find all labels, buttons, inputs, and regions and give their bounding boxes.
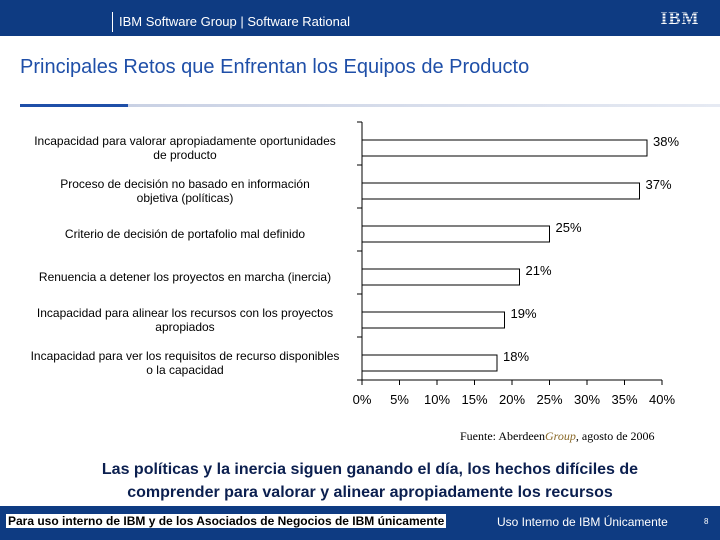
bar-chart: 0% 5% 10% 15% 20% 25% 30% 35% 40% 38% Incapacidad … [31, 121, 679, 407]
category-label: de producto [153, 148, 217, 162]
bar [361, 268, 520, 286]
x-tick-label: 20% [499, 392, 525, 407]
x-tick-label: 25% [536, 392, 562, 407]
bar [361, 225, 550, 243]
bar-value-label: 19% [511, 306, 537, 321]
takeaway-line-1: Las políticas y la inercia siguen ganand… [101, 461, 639, 478]
category-label: Incapacidad para alinear los recursos co… [37, 306, 333, 320]
category-label: apropiados [155, 320, 214, 334]
bar-value-label: 18% [503, 349, 529, 364]
x-tick-label: 5% [390, 392, 409, 407]
takeaway-line-2: comprender para valorar y alinear apropi… [127, 484, 613, 501]
x-tick-label: 40% [649, 392, 675, 407]
category-label: Incapacidad para ver los requisitos de r… [31, 349, 340, 363]
x-tick-label: 0% [353, 392, 372, 407]
category-label: o la capacidad [146, 363, 223, 377]
source-note: Fuente: AberdeenGroup, agosto de 2006 [460, 429, 655, 443]
slide-title: Principales Retos que Enfrentan los Equi… [20, 56, 530, 78]
bar-value-label: 25% [556, 220, 582, 235]
footer-classification: Uso Interno de IBM Únicamente [497, 515, 668, 529]
bar [361, 139, 648, 157]
page-number: 8 [704, 517, 709, 526]
x-tick-label: 15% [461, 392, 487, 407]
bar-value-label: 38% [653, 134, 679, 149]
takeaway-text: Las políticas y la inercia siguen ganand… [40, 458, 700, 504]
category-label: Criterio de decisión de portafolio mal d… [65, 227, 305, 241]
category-label: Incapacidad para valorar apropiadamente … [34, 134, 336, 148]
x-tick-label: 30% [574, 392, 600, 407]
svg-text:IBM: IBM [661, 8, 700, 28]
bar-value-label: 37% [646, 177, 672, 192]
category-label: Renuencia a detener los proyectos en mar… [39, 270, 331, 284]
header-bar: IBM Software Group | Software Rational I… [0, 0, 720, 36]
x-tick-label: 10% [424, 392, 450, 407]
bar-value-label: 21% [526, 263, 552, 278]
ibm-logo: IBM [658, 8, 702, 28]
header-separator [112, 12, 113, 32]
bar [361, 354, 498, 372]
category-label: objetiva (políticas) [137, 191, 234, 205]
footer-disclaimer: Para uso interno de IBM y de los Asociad… [6, 514, 447, 528]
footer-bar: Para uso interno de IBM y de los Asociad… [0, 506, 720, 540]
header-group-title: IBM Software Group | Software Rational [119, 14, 350, 29]
category-label: Proceso de decisión no basado en informa… [60, 177, 310, 191]
bar [361, 182, 640, 200]
title-underline [20, 104, 720, 107]
bar [361, 311, 505, 329]
x-tick-label: 35% [611, 392, 637, 407]
